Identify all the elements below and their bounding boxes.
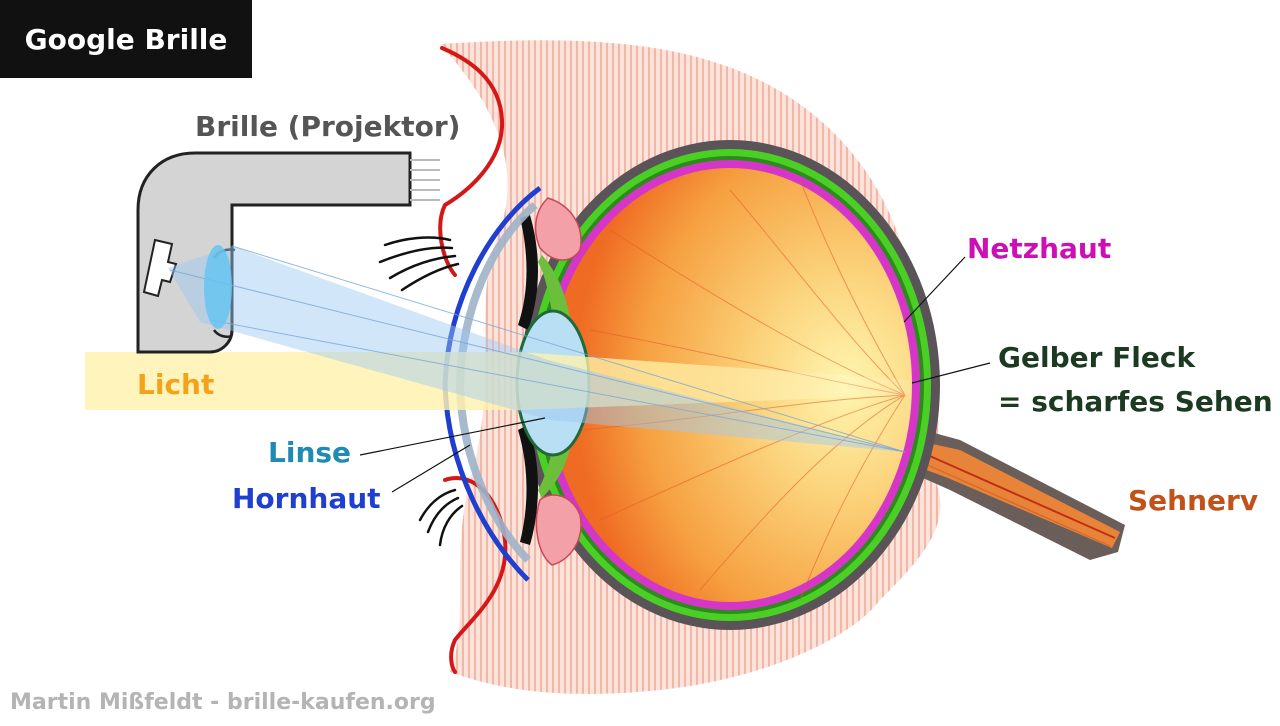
optic-nerve: [904, 425, 1125, 560]
projector-lens: [204, 245, 232, 329]
ciliary-body-bottom: [535, 494, 582, 566]
iris-top: [518, 215, 538, 330]
iris-bottom: [518, 425, 538, 545]
leader-cornea: [391, 444, 471, 493]
projection-beam: [168, 246, 905, 452]
light-beam: [85, 352, 910, 410]
label-retina: Netzhaut: [967, 232, 1112, 265]
ciliary-body-top: [534, 197, 582, 261]
label-glasses: Brille (Projektor): [195, 110, 461, 143]
leader-lens: [359, 417, 546, 456]
credit-text: Martin Mißfeldt - brille-kaufen.org: [10, 690, 436, 715]
title-badge: Google Brille: [0, 0, 252, 78]
leader-macula: [911, 362, 991, 384]
zonules-bottom: [538, 448, 570, 498]
label-cornea: Hornhaut: [232, 482, 381, 515]
upper-eyelashes: [378, 236, 460, 292]
leader-retina: [903, 256, 966, 323]
zonules-top: [538, 255, 570, 318]
upper-eyelid: [438, 46, 505, 277]
label-macula-line1: Gelber Fleck: [998, 341, 1196, 374]
label-optic-nerve: Sehnerv: [1128, 484, 1259, 517]
label-lens: Linse: [268, 436, 352, 469]
label-light: Licht: [137, 368, 215, 401]
label-macula-line2: = scharfes Sehen: [998, 385, 1273, 418]
lower-eyelashes: [418, 488, 464, 547]
